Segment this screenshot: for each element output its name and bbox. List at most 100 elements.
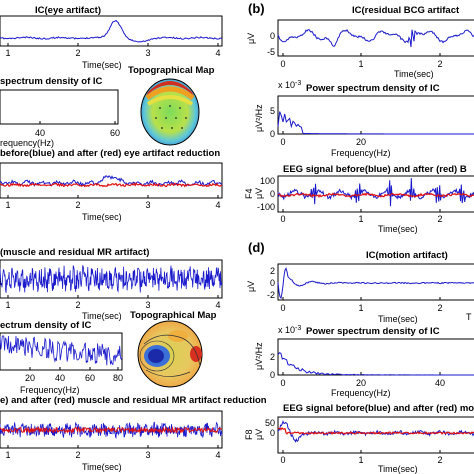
b-eeg-title: EEG signal before(blue) and after (red) … (283, 164, 467, 175)
a-eeg-before-trace (0, 174, 223, 187)
c-psd-trace (0, 335, 123, 366)
b-ic-ylabel: μV (246, 33, 256, 44)
d_ic_xt-label-2: 2 (437, 303, 442, 313)
b-eeg-xticks: 0 1 2 (280, 209, 443, 224)
b_psd_xt-label-0: 0 (280, 137, 285, 147)
b_eeg_yt-label-2: -100 (257, 202, 275, 212)
a_psd_xt-label-1: 60 (110, 128, 120, 138)
d-eeg-title: EEG signal before(blue) and after (red) … (283, 403, 474, 414)
c_ic_xt-label-3: 4 (215, 300, 220, 310)
a_eeg_xt-label-3: 4 (215, 200, 220, 210)
a_eeg_xt-label-1: 2 (75, 200, 80, 210)
a_ic_xt-label-3: 4 (215, 48, 220, 58)
d-eeg-xlabel: Time(sec) (378, 464, 418, 474)
d_ic_yt-label-2: -2 (267, 290, 275, 300)
c_ic_xt-label-0: 1 (5, 300, 10, 310)
c-ic-xlabel: Time(sec) (82, 311, 122, 321)
b_ic_xt-label-0: 0 (280, 59, 285, 69)
a_eeg_xt-label-0: 1 (5, 200, 10, 210)
d_psd_xt-label-2: 40 (435, 378, 445, 388)
c-psd-xticks: 20 40 60 80 (25, 367, 123, 383)
b_eeg_xt-label-0: 0 (280, 214, 285, 224)
c-eeg-xlabel: Time(sec) (82, 462, 122, 472)
b-eeg-channel: F4 (244, 188, 254, 199)
b_psd_yt-label-0: 5 (270, 106, 275, 116)
c_eeg_xt-label-1: 2 (75, 450, 80, 460)
c_eeg_xt-label-3: 4 (215, 450, 220, 460)
b-ic-trace (277, 29, 474, 48)
a-psd-xlabel: requency(Hz) (0, 138, 54, 148)
b-psd-trace (277, 111, 474, 135)
c_eeg_xt-label-2: 3 (145, 450, 150, 460)
b-eeg-yticks: 100 0 -100 (257, 176, 275, 212)
d-ic-title: IC(motion artifact) (366, 250, 448, 261)
d-psd-ylabel: μV²/Hz (254, 342, 264, 370)
panel-label-b: (b) (248, 1, 265, 16)
c-eeg-xticks: 1 2 3 4 (5, 445, 221, 460)
d-eeg-axes (277, 416, 474, 454)
b-psd-title: Power spectrum density of IC (306, 83, 440, 94)
b-eeg-after-trace (277, 192, 474, 199)
a_eeg_xt-label-2: 3 (145, 200, 150, 210)
d-psd-exp: x 10-3 (278, 325, 301, 335)
b-psd-exp: x 10-3 (278, 80, 301, 90)
d_eeg_yt-label-1: 0 (270, 428, 275, 438)
b-ic-axes (277, 19, 474, 57)
c-psd-axes (0, 332, 123, 371)
d-psd-axes (277, 338, 474, 376)
c_eeg_xt-label-0: 1 (5, 450, 10, 460)
a_ic_xt-label-2: 3 (145, 48, 150, 58)
d_ic_xt-label-0: 0 (280, 303, 285, 313)
d_psd_xt-label-1: 20 (356, 378, 366, 388)
b_ic_yt-label-0: 0 (270, 31, 275, 41)
c-topo-map (137, 320, 203, 388)
a-eeg-xticks: 1 2 3 4 (5, 195, 221, 210)
c_psd_xt-label-1: 40 (55, 373, 65, 383)
d-psd-yticks: 20 (270, 352, 275, 380)
b-psd-xticks: 0 20 (280, 131, 366, 147)
d_psd_yt-label-1: 0 (270, 370, 275, 380)
b_ic_xt-label-2: 2 (437, 59, 442, 69)
a-eeg-title: before(blue) and after (red) eye artifac… (0, 148, 220, 159)
a-psd-axes (0, 89, 119, 125)
b-psd-xlabel: Frequency(Hz) (331, 148, 391, 158)
d_ic_yt-label-1: 0 (270, 278, 275, 288)
a-topo-map (140, 78, 200, 146)
b-eeg-before-trace (277, 178, 474, 207)
b-psd-axes (277, 95, 474, 135)
b-ic-xlabel: Time(sec) (394, 69, 434, 79)
a-psd-title: spectrum density of IC (0, 76, 103, 87)
b-eeg-ylabel: μV (254, 188, 264, 199)
d-eeg-after-trace (277, 427, 474, 436)
d-psd-title: Power spectrum density of IC (306, 326, 440, 337)
b-eeg-axes (277, 175, 474, 213)
a-psd-xticks: 40 60 (35, 121, 120, 138)
d-ic-axes (277, 263, 474, 301)
d-eeg-ylabel: μV (254, 429, 264, 440)
d_eeg_xt-label-2: 2 (437, 455, 442, 465)
b_eeg_xt-label-2: 2 (437, 214, 442, 224)
d-ic-xlabel: Time(sec) (378, 314, 418, 324)
a-eeg-xlabel: Time(sec) (82, 212, 122, 222)
c-ic-title: (muscle and residual MR artifact) (0, 247, 149, 258)
a-eeg-after-trace (0, 182, 223, 188)
c-psd-title: ectrum density of IC (0, 320, 91, 331)
d-ic-ylabel: μV (246, 281, 256, 292)
c-eeg-title: e) and after (red) muscle and residual M… (0, 395, 267, 406)
d-edge-letter: T (466, 312, 472, 322)
c-topo-title: Topographical Map (130, 310, 217, 321)
b_psd_xt-label-1: 20 (356, 137, 366, 147)
d_ic_yt-label-0: 2 (270, 266, 275, 276)
b_psd_yt-label-1: 0 (270, 129, 275, 139)
c-eeg-after-trace (0, 425, 223, 435)
b-ic-yticks: 0 -5 (267, 31, 275, 57)
a-ic-trace (0, 19, 223, 43)
b-psd-yticks: 50 (270, 106, 275, 139)
d_eeg_xt-label-1: 1 (358, 455, 363, 465)
b_ic_yt-label-1: -5 (267, 47, 275, 57)
b_eeg_xt-label-1: 1 (358, 214, 363, 224)
c-ic-trace (0, 265, 223, 293)
a_psd_xt-label-0: 40 (35, 128, 45, 138)
c_psd_xt-label-3: 80 (113, 373, 123, 383)
